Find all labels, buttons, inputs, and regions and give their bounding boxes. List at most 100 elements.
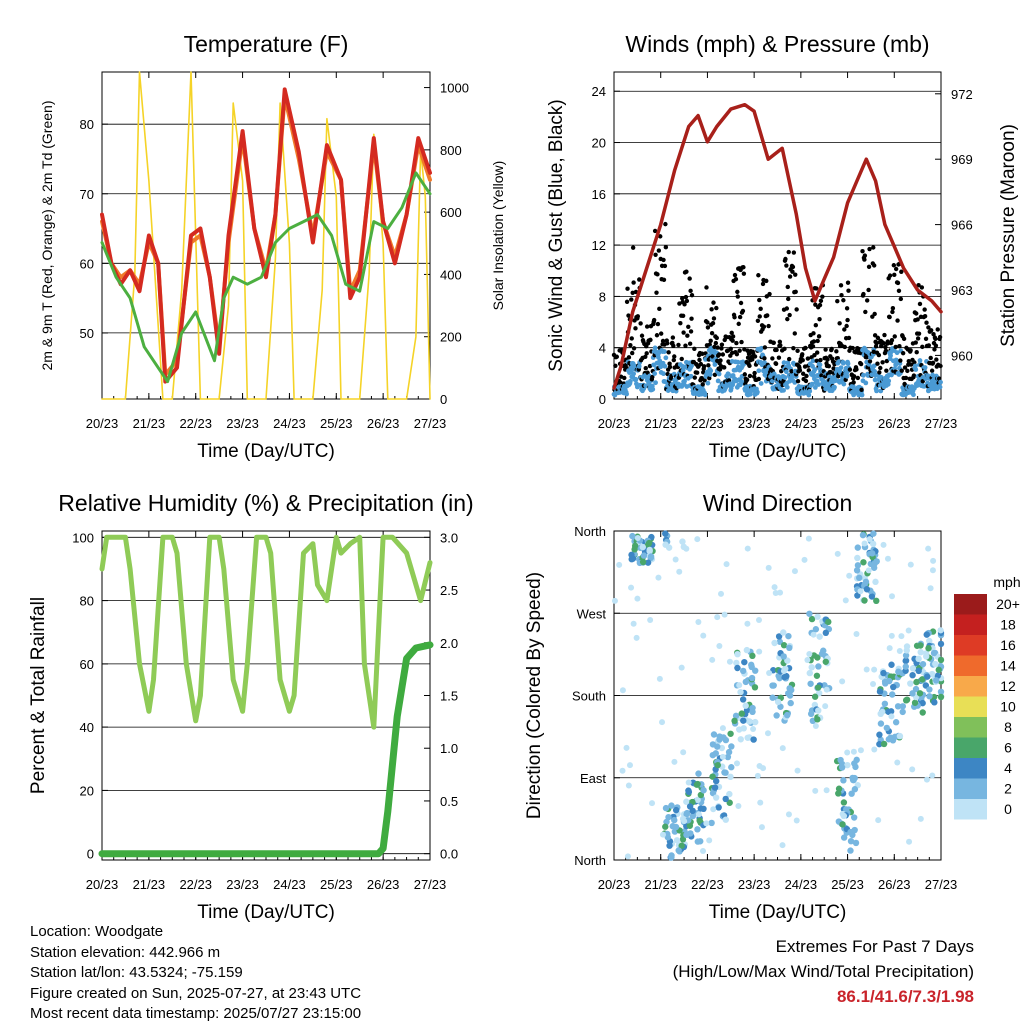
gust-point xyxy=(866,287,871,293)
wind-point xyxy=(872,377,878,383)
gust-point xyxy=(667,361,672,366)
gust-point xyxy=(883,348,889,354)
direction-point xyxy=(835,785,843,792)
y-tick-label: 16 xyxy=(592,187,606,202)
gust-point xyxy=(850,345,855,351)
direction-point xyxy=(860,559,867,566)
gust-point xyxy=(786,249,791,255)
direction-point xyxy=(719,725,726,732)
direction-point xyxy=(715,804,722,811)
wind-point xyxy=(861,372,866,378)
y-tick-label: 40 xyxy=(80,720,94,735)
gust-point xyxy=(916,282,921,288)
gust-point xyxy=(814,286,819,291)
direction-point xyxy=(647,616,654,623)
direction-point xyxy=(861,540,868,547)
gust-point xyxy=(643,354,648,359)
gust-point xyxy=(928,328,934,333)
x-tick-label: 25/23 xyxy=(320,416,353,431)
x-tick-label: 22/23 xyxy=(691,416,724,431)
direction-point xyxy=(737,688,744,696)
gust-point xyxy=(897,344,902,349)
wind-scatter-group xyxy=(611,221,943,398)
y-tick-label: 50 xyxy=(80,326,94,341)
gust-point xyxy=(826,363,832,369)
direction-point xyxy=(842,597,849,604)
x-axis-label-2: Time (Day/UTC) xyxy=(709,441,847,462)
direction-point xyxy=(851,760,858,767)
direction-point xyxy=(919,660,927,668)
direction-point xyxy=(777,589,784,596)
gust-point xyxy=(792,331,797,336)
extremes-block: Extremes For Past 7 Days (High/Low/Max W… xyxy=(673,934,974,1009)
direction-point xyxy=(869,540,877,548)
direction-point xyxy=(644,559,652,566)
wind-point xyxy=(817,362,823,368)
direction-point xyxy=(752,667,759,674)
direction-point xyxy=(811,693,819,700)
gust-point xyxy=(711,316,717,321)
direction-point xyxy=(722,795,729,803)
wind-point xyxy=(627,378,633,384)
direction-point xyxy=(850,748,857,755)
direction-point xyxy=(863,586,871,593)
direction-point xyxy=(787,699,794,707)
direction-point xyxy=(676,568,683,575)
direction-point xyxy=(837,756,844,764)
x-axis-label-3: Time (Day/UTC) xyxy=(197,902,335,923)
direction-point xyxy=(664,834,672,841)
direction-point xyxy=(853,567,861,574)
wind-point xyxy=(844,373,850,379)
gust-point xyxy=(705,320,710,325)
gust-point xyxy=(707,342,712,347)
direction-point xyxy=(656,675,663,682)
y-tick-label: 4 xyxy=(599,341,606,356)
wind-point xyxy=(863,380,869,386)
gust-point xyxy=(794,307,799,312)
wind-point xyxy=(937,384,943,390)
gust-point xyxy=(819,373,824,378)
gust-point xyxy=(903,375,909,381)
direction-point xyxy=(898,633,905,640)
gust-point xyxy=(765,313,770,318)
legend-swatch xyxy=(954,614,987,635)
direction-point xyxy=(775,633,783,640)
direction-point xyxy=(629,532,636,540)
gust-point xyxy=(877,370,882,375)
direction-point xyxy=(873,558,880,565)
direction-point xyxy=(626,762,633,769)
wind-point xyxy=(869,372,875,378)
direction-point xyxy=(835,790,842,797)
gust-point xyxy=(829,346,834,352)
x-tick-label: 25/23 xyxy=(831,416,864,431)
pressure-line xyxy=(612,102,943,390)
direction-point xyxy=(748,674,756,682)
direction-point xyxy=(672,806,680,814)
gust-point xyxy=(716,352,722,357)
legend-swatch xyxy=(954,799,987,820)
y-tick-label: 0 xyxy=(599,392,606,407)
direction-point xyxy=(917,642,924,649)
wind-point xyxy=(812,384,818,390)
direction-point xyxy=(823,686,830,693)
y-tick-label: 20 xyxy=(592,136,606,151)
direction-point xyxy=(886,645,893,652)
wind-point xyxy=(643,383,649,389)
direction-point xyxy=(889,691,896,698)
direction-point xyxy=(743,646,751,654)
gust-point xyxy=(834,349,839,354)
gust-point xyxy=(631,280,636,285)
direction-point xyxy=(903,643,911,650)
gust-point xyxy=(776,355,782,360)
precip-axis-tick-label: 1.0 xyxy=(440,741,458,756)
gust-point xyxy=(622,375,627,381)
direction-point xyxy=(937,656,945,664)
direction-point xyxy=(844,761,851,769)
gust-point xyxy=(712,372,718,377)
gust-point xyxy=(922,313,928,319)
direction-point xyxy=(735,802,742,809)
gust-point xyxy=(901,336,907,342)
gust-point xyxy=(783,256,788,262)
direction-point xyxy=(851,786,859,793)
gust-point xyxy=(880,360,885,365)
